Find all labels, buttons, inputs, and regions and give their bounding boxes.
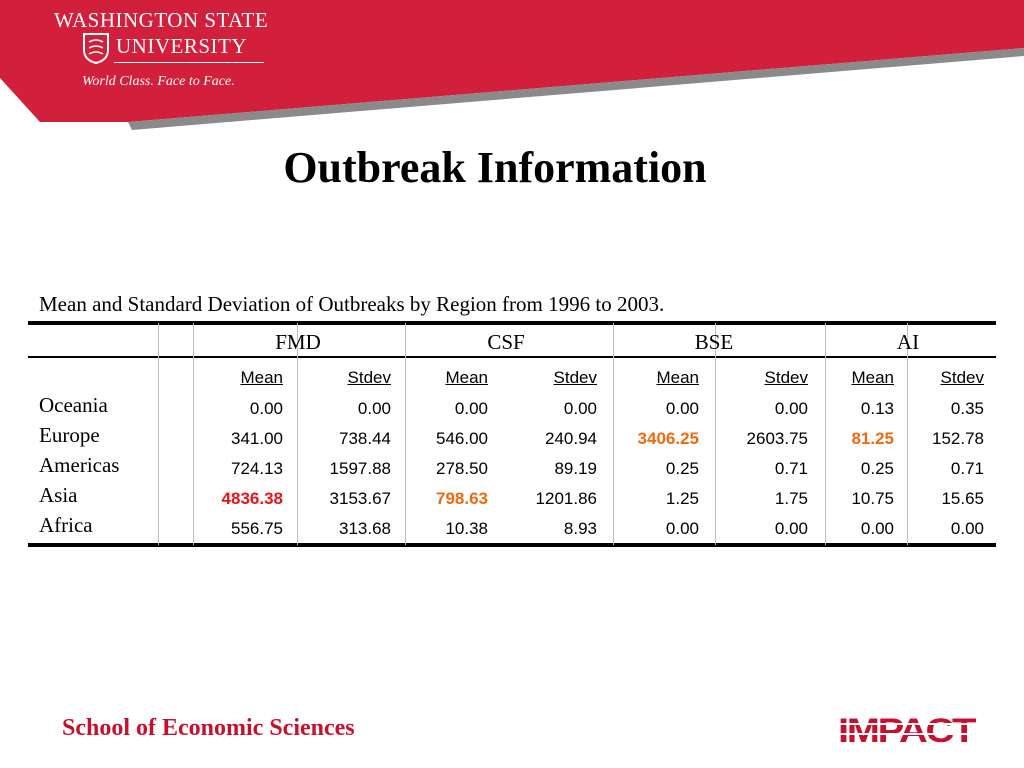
table-cell: 0.25 xyxy=(860,459,894,478)
row-label-europe: Europe xyxy=(39,423,100,447)
subheader-mean: Mean xyxy=(851,368,894,387)
table-cell: 0.00 xyxy=(774,399,808,418)
table-cell: 798.63 xyxy=(436,489,488,508)
impact-logo-text: IMPACT xyxy=(838,712,976,746)
disease-header-ai: AI xyxy=(896,330,920,354)
table-cell: 2603.75 xyxy=(746,429,808,448)
wsu-tagline: World Class. Face to Face. xyxy=(82,74,235,89)
table-cell: 341.00 xyxy=(231,429,283,448)
row-label-americas: Americas xyxy=(39,453,120,477)
table-cell: 0.00 xyxy=(950,519,984,538)
table-caption: Mean and Standard Deviation of Outbreaks… xyxy=(39,292,665,316)
row-label-asia: Asia xyxy=(39,483,78,507)
table-cell: 313.68 xyxy=(339,519,391,538)
table-cell: 0.25 xyxy=(665,459,699,478)
logo-rule xyxy=(114,62,264,63)
table-cell: 724.13 xyxy=(231,459,283,478)
table-cell: 738.44 xyxy=(339,429,391,448)
table-cell: 0.00 xyxy=(665,519,699,538)
subheader-stdev: Stdev xyxy=(553,368,597,387)
subheader-stdev: Stdev xyxy=(940,368,984,387)
impact-logo: IMPACT xyxy=(836,712,976,746)
row-label-oceania: Oceania xyxy=(39,393,108,417)
table-col-separator xyxy=(405,323,406,545)
table-col-separator xyxy=(193,323,194,545)
table-col-separator xyxy=(715,323,716,545)
table-cell: 0.35 xyxy=(950,399,984,418)
wsu-logo-line2: UNIVERSITY xyxy=(116,34,247,58)
table-cell: 10.75 xyxy=(851,489,894,508)
disease-header-fmd: FMD xyxy=(275,330,321,354)
table-cell: 0.13 xyxy=(860,399,894,418)
table-cell: 10.38 xyxy=(445,519,488,538)
table-cell: 15.65 xyxy=(941,489,984,508)
table-cell: 0.00 xyxy=(563,399,597,418)
table-cell: 1201.86 xyxy=(535,489,597,508)
disease-header-csf: CSF xyxy=(487,330,525,354)
table-cell: 546.00 xyxy=(436,429,488,448)
table-col-separator xyxy=(158,323,159,545)
disease-header-bse: BSE xyxy=(694,330,734,354)
table-cell: 152.78 xyxy=(932,429,984,448)
table-cell: 8.93 xyxy=(563,519,597,538)
subheader-stdev: Stdev xyxy=(347,368,391,387)
table-bottom-rule xyxy=(28,543,996,547)
table-cell: 81.25 xyxy=(851,429,894,448)
table-cell: 1.25 xyxy=(665,489,699,508)
table-cell: 4836.38 xyxy=(221,489,283,508)
slide-title: Outbreak Information xyxy=(283,143,707,192)
table-cell: 1.75 xyxy=(774,489,808,508)
table-col-separator xyxy=(825,323,826,545)
table-cell: 0.71 xyxy=(774,459,808,478)
subheader-mean: Mean xyxy=(656,368,699,387)
footer-school: School of Economic Sciences xyxy=(62,715,355,741)
table-cell: 0.00 xyxy=(860,519,894,538)
table-top-rule xyxy=(28,321,996,325)
table-cell: 0.00 xyxy=(249,399,283,418)
table-header-rule xyxy=(28,356,996,358)
header-banner xyxy=(0,0,1024,130)
table-cell: 0.00 xyxy=(774,519,808,538)
subheader-stdev: Stdev xyxy=(764,368,808,387)
table-cell: 3153.67 xyxy=(329,489,391,508)
table-cell: 240.94 xyxy=(545,429,597,448)
table-cell: 3406.25 xyxy=(637,429,699,448)
table-cell: 89.19 xyxy=(554,459,597,478)
table-cell: 0.00 xyxy=(454,399,488,418)
table-cell: 0.00 xyxy=(665,399,699,418)
table-cell: 0.00 xyxy=(357,399,391,418)
wsu-seal-icon xyxy=(83,33,109,64)
table-col-separator xyxy=(907,323,908,545)
row-label-africa: Africa xyxy=(39,513,93,537)
table-col-separator xyxy=(297,323,298,545)
wsu-logo-line1: WASHINGTON STATE xyxy=(54,8,269,32)
table-cell: 556.75 xyxy=(231,519,283,538)
table-cell: 0.71 xyxy=(950,459,984,478)
table-col-separator xyxy=(613,323,614,545)
subheader-mean: Mean xyxy=(445,368,488,387)
subheader-mean: Mean xyxy=(240,368,283,387)
table-cell: 278.50 xyxy=(436,459,488,478)
table-cell: 1597.88 xyxy=(329,459,391,478)
